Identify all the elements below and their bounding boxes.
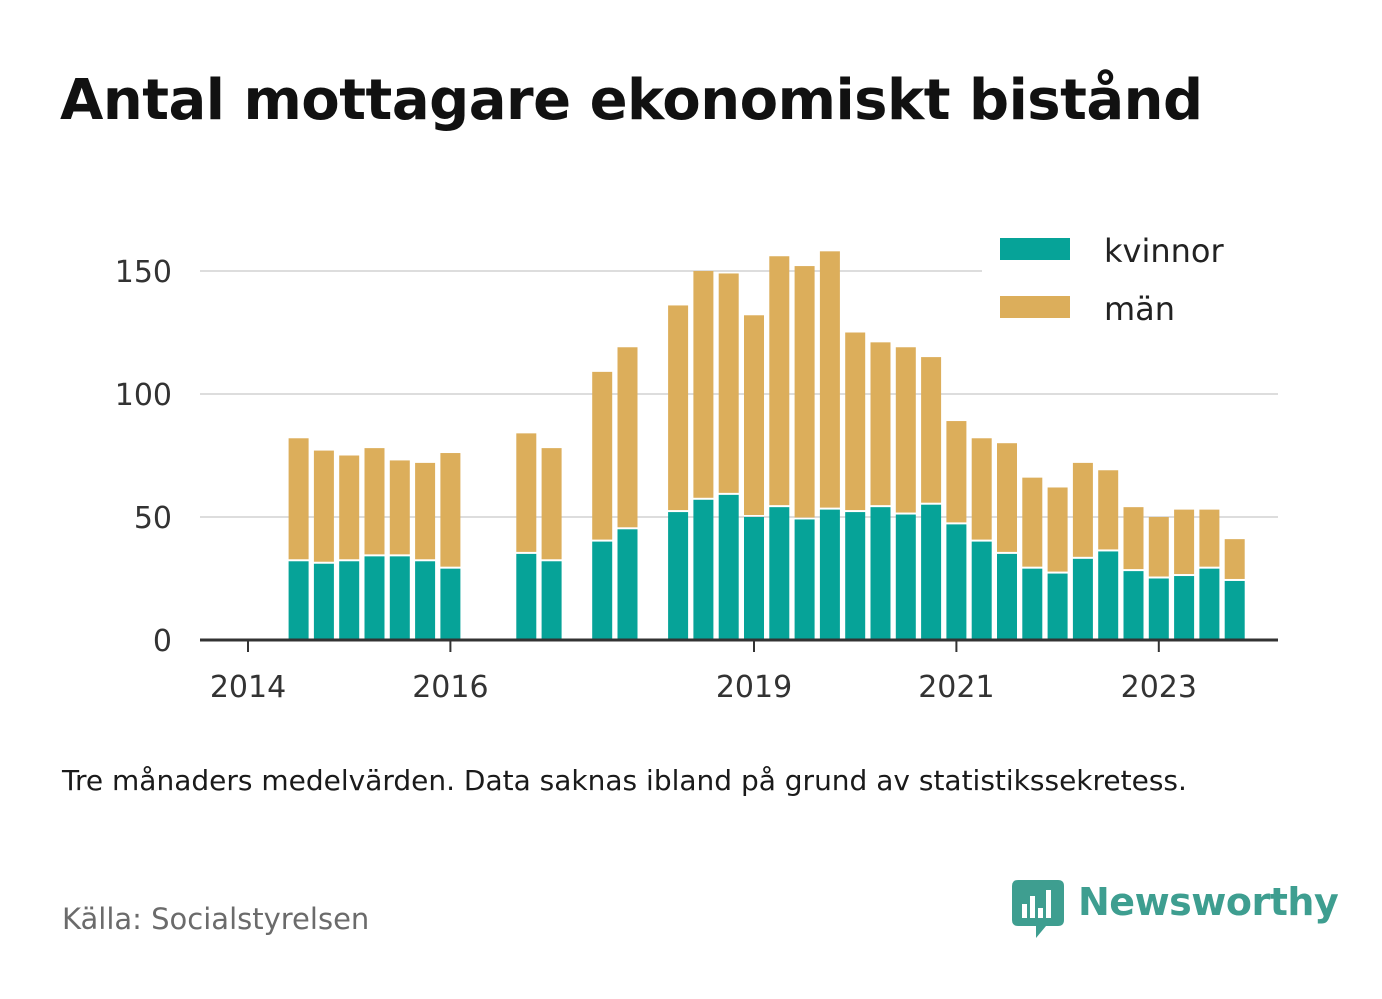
bar-man (288, 438, 309, 560)
bar-man (592, 371, 613, 540)
bar-kvinnor (668, 512, 689, 640)
x-tick-label: 2014 (210, 670, 286, 705)
bar-kvinnor (1174, 576, 1195, 640)
bar-kvinnor (997, 553, 1017, 640)
bar-man (1148, 517, 1169, 577)
bar-man (389, 460, 410, 555)
y-tick-label: 0 (153, 624, 172, 659)
bar-man (1098, 470, 1119, 550)
legend-swatch (1000, 296, 1070, 318)
bar-man (819, 251, 840, 508)
bar-man (921, 357, 942, 503)
legend-label: kvinnor (1104, 232, 1225, 270)
bar-kvinnor (541, 561, 562, 640)
bar-man (1072, 462, 1093, 557)
bar-man (1123, 507, 1144, 570)
bar-kvinnor (895, 514, 916, 640)
bar-kvinnor (769, 507, 790, 640)
bar-man (339, 455, 360, 560)
x-tick-label: 2023 (1121, 670, 1197, 705)
bar-kvinnor (415, 561, 436, 640)
bar-man (516, 433, 537, 552)
bar-kvinnor (971, 541, 992, 640)
bar-man (313, 450, 334, 562)
bar-kvinnor (946, 524, 967, 640)
bar-man (364, 448, 385, 555)
bar-man (845, 332, 866, 511)
bar-kvinnor (1072, 558, 1093, 640)
bar-kvinnor (744, 517, 764, 640)
bar-kvinnor (693, 499, 714, 640)
bar-man (769, 256, 790, 506)
bar-kvinnor (339, 561, 360, 640)
bar-kvinnor (794, 519, 815, 640)
bar-man (997, 443, 1017, 552)
chart-note: Tre månaders medelvärden. Data saknas ib… (62, 764, 1187, 797)
bar-kvinnor (389, 556, 410, 640)
bar-man (440, 453, 461, 567)
bars (288, 251, 1245, 640)
bar-kvinnor (1022, 568, 1043, 640)
bar-kvinnor (1098, 551, 1119, 640)
brand-logo: Newsworthy (1012, 880, 1339, 940)
bar-man (541, 448, 562, 560)
chart-title: Antal mottagare ekonomiskt bistånd (60, 68, 1203, 133)
bar-kvinnor (1199, 568, 1220, 640)
bar-man (718, 273, 739, 493)
bar-man (870, 342, 891, 506)
y-tick-label: 100 (115, 378, 172, 413)
bar-man (971, 438, 992, 540)
stacked-bar-chart: 0 50 100 150 2014 2016 2019 2021 2023 kvinnor män (115, 228, 1282, 705)
legend-swatch (1000, 238, 1070, 260)
y-tick-label: 50 (134, 501, 172, 536)
legend: kvinnor män (982, 228, 1282, 378)
bar-kvinnor (870, 507, 891, 640)
bar-man (668, 305, 689, 511)
bar-kvinnor (921, 504, 942, 640)
bar-man (895, 347, 916, 513)
bar-kvinnor (592, 541, 613, 640)
axes: 0 50 100 150 2014 2016 2019 2021 2023 (115, 255, 1278, 705)
bar-man (794, 266, 815, 518)
bar-man (744, 315, 764, 515)
bar-kvinnor (819, 509, 840, 640)
bar-kvinnor (313, 563, 334, 640)
bar-kvinnor (440, 568, 461, 640)
bar-man (1047, 487, 1068, 572)
bar-man (617, 347, 638, 528)
y-tick-label: 150 (115, 255, 172, 290)
bar-kvinnor (1148, 578, 1169, 640)
bar-kvinnor (364, 556, 385, 640)
bar-man (693, 271, 714, 498)
x-tick-label: 2021 (918, 670, 994, 705)
bar-man (1174, 509, 1195, 575)
bar-man (415, 462, 436, 560)
bar-kvinnor (617, 529, 638, 640)
legend-label: män (1104, 290, 1175, 328)
bar-kvinnor (288, 561, 309, 640)
bar-kvinnor (1224, 580, 1245, 640)
bar-kvinnor (1123, 571, 1144, 640)
x-tick-label: 2019 (716, 670, 792, 705)
bar-man (1022, 477, 1043, 567)
bar-man (1224, 539, 1245, 579)
source-credit: Källa: Socialstyrelsen (62, 902, 370, 936)
newsworthy-logo-icon (1012, 880, 1064, 938)
bar-kvinnor (516, 553, 537, 640)
x-tick-label: 2016 (412, 670, 488, 705)
bar-man (1199, 509, 1220, 567)
brand-name: Newsworthy (1078, 880, 1339, 924)
bar-kvinnor (718, 494, 739, 640)
bar-man (946, 421, 967, 523)
bar-kvinnor (1047, 573, 1068, 640)
bar-kvinnor (845, 512, 866, 640)
